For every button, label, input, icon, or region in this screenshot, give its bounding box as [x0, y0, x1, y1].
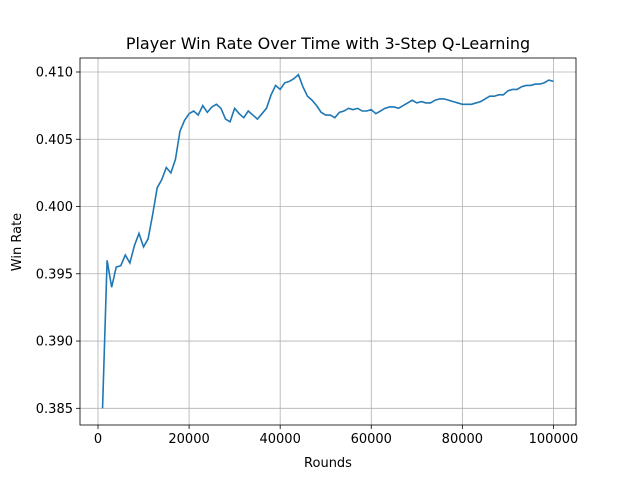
y-tick-label: 0.405	[36, 133, 73, 148]
x-tick-label: 100000	[529, 432, 579, 447]
y-tick-label: 0.390	[36, 335, 73, 350]
y-tick-label: 0.385	[36, 402, 73, 417]
x-tick-label: 80000	[442, 432, 483, 447]
plot-frame	[79, 57, 577, 426]
x-tick-label: 20000	[168, 432, 209, 447]
data-line	[101, 73, 554, 409]
y-tick-label: 0.400	[36, 200, 73, 215]
y-axis-label: Win Rate	[10, 213, 25, 271]
x-axis-label: Rounds	[304, 456, 352, 471]
x-tick-label: 0	[94, 432, 102, 447]
y-tick-label: 0.410	[36, 65, 73, 80]
x-tick-label: 40000	[259, 432, 300, 447]
y-tick-label: 0.395	[36, 267, 73, 282]
x-tick-label: 60000	[351, 432, 392, 447]
chart-title: Player Win Rate Over Time with 3-Step Q-…	[126, 34, 530, 53]
